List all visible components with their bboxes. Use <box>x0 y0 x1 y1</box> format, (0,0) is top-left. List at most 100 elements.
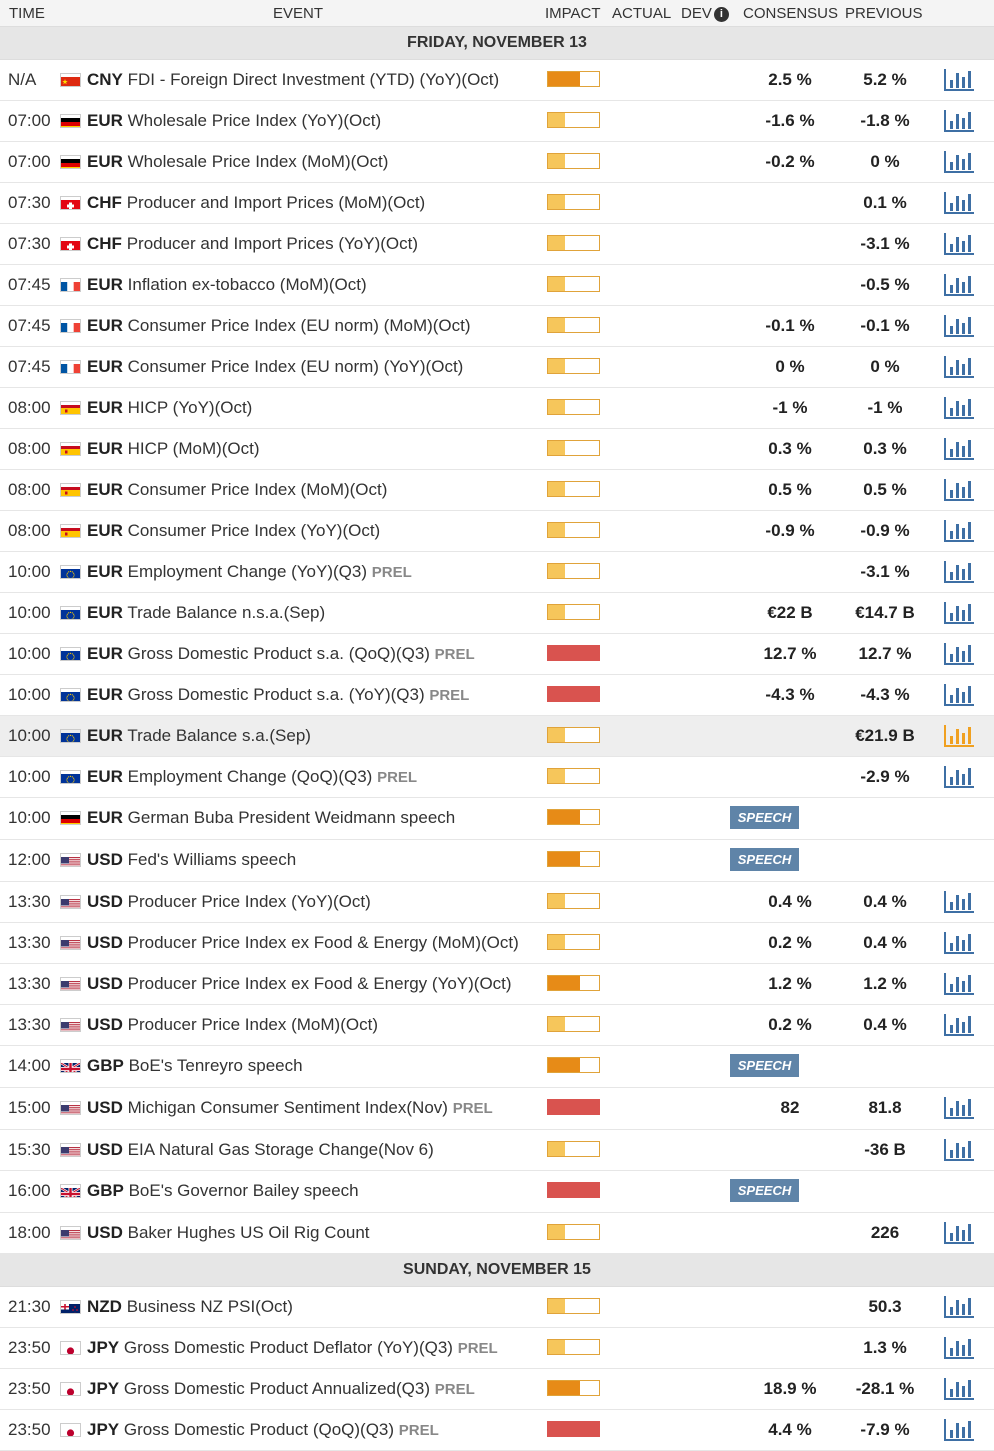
event-row[interactable]: 13:30 USD Producer Price Index (YoY)(Oct)… <box>0 882 994 923</box>
event-row[interactable]: 10:00 EUR German Buba President Weidmann … <box>0 798 994 840</box>
event-name[interactable]: EUR HICP (MoM)(Oct) <box>87 439 260 459</box>
previous-value: 1.2 % <box>863 974 907 993</box>
chart-icon[interactable] <box>943 1221 975 1245</box>
chart-icon[interactable] <box>943 68 975 92</box>
chart-icon[interactable] <box>943 972 975 996</box>
chart-icon[interactable] <box>943 1096 975 1120</box>
event-row[interactable]: 10:00 EUR Gross Domestic Product s.a. (Yo… <box>0 675 994 716</box>
event-row[interactable]: 10:00 EUR Employment Change (YoY)(Q3) PRE… <box>0 552 994 593</box>
event-name[interactable]: EUR Consumer Price Index (MoM)(Oct) <box>87 480 387 500</box>
chart-icon[interactable] <box>943 478 975 502</box>
chart-icon[interactable] <box>943 314 975 338</box>
event-name[interactable]: EUR Gross Domestic Product s.a. (QoQ)(Q3… <box>87 644 475 664</box>
event-row[interactable]: 08:00 EUR HICP (YoY)(Oct) -1 % -1 % <box>0 388 994 429</box>
event-name[interactable]: EUR Consumer Price Index (YoY)(Oct) <box>87 521 380 541</box>
chart-icon[interactable] <box>943 191 975 215</box>
chart-icon[interactable] <box>943 890 975 914</box>
event-name[interactable]: EUR Gross Domestic Product s.a. (YoY)(Q3… <box>87 685 469 705</box>
event-time: 08:00 <box>8 480 51 499</box>
event-name[interactable]: CNY FDI - Foreign Direct Investment (YTD… <box>87 70 499 90</box>
chart-icon[interactable] <box>943 437 975 461</box>
event-row[interactable]: 07:45 EUR Consumer Price Index (EU norm) … <box>0 306 994 347</box>
event-row[interactable]: 08:00 EUR Consumer Price Index (YoY)(Oct)… <box>0 511 994 552</box>
event-row[interactable]: 07:45 EUR Inflation ex-tobacco (MoM)(Oct)… <box>0 265 994 306</box>
chart-icon[interactable] <box>943 355 975 379</box>
event-row[interactable]: 13:30 USD Producer Price Index ex Food & … <box>0 964 994 1005</box>
currency-code: EUR <box>87 357 123 376</box>
chart-icon[interactable] <box>943 519 975 543</box>
event-name[interactable]: EUR Employment Change (QoQ)(Q3) PREL <box>87 767 417 787</box>
chart-icon[interactable] <box>943 765 975 789</box>
event-row[interactable]: 21:30 NZD Business NZ PSI(Oct) 50.3 <box>0 1287 994 1328</box>
event-name[interactable]: JPY Gross Domestic Product Annualized(Q3… <box>87 1379 475 1399</box>
event-name[interactable]: EUR Wholesale Price Index (MoM)(Oct) <box>87 152 388 172</box>
chart-icon[interactable] <box>943 232 975 256</box>
chart-icon[interactable] <box>943 273 975 297</box>
event-row[interactable]: 07:30 CHF Producer and Import Prices (YoY… <box>0 224 994 265</box>
flag-jp-icon <box>60 1382 81 1396</box>
event-row[interactable]: 23:50 JPY Gross Domestic Product Annualiz… <box>0 1369 994 1410</box>
chart-icon[interactable] <box>943 1336 975 1360</box>
chart-icon[interactable] <box>943 642 975 666</box>
event-name[interactable]: EUR Consumer Price Index (EU norm) (YoY)… <box>87 357 463 377</box>
event-row[interactable]: 10:00 EUR Employment Change (QoQ)(Q3) PRE… <box>0 757 994 798</box>
event-name[interactable]: NZD Business NZ PSI(Oct) <box>87 1297 293 1317</box>
event-name[interactable]: JPY Gross Domestic Product Deflator (YoY… <box>87 1338 498 1358</box>
event-name[interactable]: USD Michigan Consumer Sentiment Index(No… <box>87 1098 493 1118</box>
event-row[interactable]: 08:00 EUR Consumer Price Index (MoM)(Oct)… <box>0 470 994 511</box>
event-name[interactable]: JPY Gross Domestic Product (QoQ)(Q3) PRE… <box>87 1420 439 1440</box>
event-name[interactable]: EUR Employment Change (YoY)(Q3) PREL <box>87 562 412 582</box>
event-row[interactable]: 07:00 EUR Wholesale Price Index (YoY)(Oct… <box>0 101 994 142</box>
chart-icon[interactable] <box>943 1377 975 1401</box>
event-name[interactable]: GBP BoE's Tenreyro speech <box>87 1056 303 1076</box>
event-name[interactable]: USD Producer Price Index (MoM)(Oct) <box>87 1015 378 1035</box>
event-name[interactable]: EUR Consumer Price Index (EU norm) (MoM)… <box>87 316 471 336</box>
chart-icon[interactable] <box>943 1013 975 1037</box>
event-row[interactable]: 15:00 USD Michigan Consumer Sentiment Ind… <box>0 1088 994 1130</box>
event-row[interactable]: 10:00 EUR Trade Balance n.s.a.(Sep) €22 B €… <box>0 593 994 634</box>
event-name[interactable]: EUR Trade Balance s.a.(Sep) <box>87 726 311 746</box>
event-row[interactable]: 10:00 EUR Gross Domestic Product s.a. (Qo… <box>0 634 994 675</box>
chart-icon[interactable] <box>943 396 975 420</box>
chart-icon[interactable] <box>943 724 975 748</box>
info-icon[interactable]: i <box>713 6 729 22</box>
event-name[interactable]: EUR HICP (YoY)(Oct) <box>87 398 252 418</box>
event-row[interactable]: 07:45 EUR Consumer Price Index (EU norm) … <box>0 347 994 388</box>
event-row[interactable]: 12:00 USD Fed's Williams speech SPEECH <box>0 840 994 882</box>
chart-icon[interactable] <box>943 683 975 707</box>
event-row[interactable]: 23:50 JPY Gross Domestic Product Deflator… <box>0 1328 994 1369</box>
event-row[interactable]: 10:00 EUR Trade Balance s.a.(Sep) €21.9 B <box>0 716 994 757</box>
event-row[interactable]: 13:30 USD Producer Price Index ex Food & … <box>0 923 994 964</box>
event-name[interactable]: USD Producer Price Index ex Food & Energ… <box>87 933 519 953</box>
event-name[interactable]: USD Producer Price Index (YoY)(Oct) <box>87 892 371 912</box>
chart-icon[interactable] <box>943 931 975 955</box>
event-name[interactable]: EUR German Buba President Weidmann speec… <box>87 808 455 828</box>
event-row[interactable]: 07:00 EUR Wholesale Price Index (MoM)(Oct… <box>0 142 994 183</box>
event-row[interactable]: 18:00 USD Baker Hughes US Oil Rig Count 22… <box>0 1213 994 1254</box>
chart-icon[interactable] <box>943 1138 975 1162</box>
event-row[interactable]: 13:30 USD Producer Price Index (MoM)(Oct)… <box>0 1005 994 1046</box>
event-name[interactable]: EUR Trade Balance n.s.a.(Sep) <box>87 603 325 623</box>
event-name[interactable]: CHF Producer and Import Prices (MoM)(Oct… <box>87 193 425 213</box>
event-name[interactable]: USD Fed's Williams speech <box>87 850 296 870</box>
event-row[interactable]: 14:00 GBP BoE's Tenreyro speech SPEECH <box>0 1046 994 1088</box>
chart-icon[interactable] <box>943 601 975 625</box>
event-title: Consumer Price Index (EU norm) (YoY)(Oct… <box>127 357 464 376</box>
event-row[interactable]: N/A CNY FDI - Foreign Direct Investment (… <box>0 60 994 101</box>
event-row[interactable]: 07:30 CHF Producer and Import Prices (MoM… <box>0 183 994 224</box>
event-name[interactable]: GBP BoE's Governor Bailey speech <box>87 1181 359 1201</box>
event-row[interactable]: 15:30 USD EIA Natural Gas Storage Change(… <box>0 1130 994 1171</box>
event-name[interactable]: USD EIA Natural Gas Storage Change(Nov 6… <box>87 1140 434 1160</box>
event-name[interactable]: EUR Wholesale Price Index (YoY)(Oct) <box>87 111 381 131</box>
chart-icon[interactable] <box>943 109 975 133</box>
event-name[interactable]: USD Baker Hughes US Oil Rig Count <box>87 1223 370 1243</box>
event-row[interactable]: 23:50 JPY Gross Domestic Product (QoQ)(Q3… <box>0 1410 994 1451</box>
chart-icon[interactable] <box>943 1295 975 1319</box>
event-name[interactable]: CHF Producer and Import Prices (YoY)(Oct… <box>87 234 418 254</box>
chart-icon[interactable] <box>943 150 975 174</box>
event-name[interactable]: USD Producer Price Index ex Food & Energ… <box>87 974 512 994</box>
chart-icon[interactable] <box>943 560 975 584</box>
event-row[interactable]: 16:00 GBP BoE's Governor Bailey speech SPE… <box>0 1171 994 1213</box>
event-row[interactable]: 08:00 EUR HICP (MoM)(Oct) 0.3 % 0.3 % <box>0 429 994 470</box>
event-name[interactable]: EUR Inflation ex-tobacco (MoM)(Oct) <box>87 275 367 295</box>
